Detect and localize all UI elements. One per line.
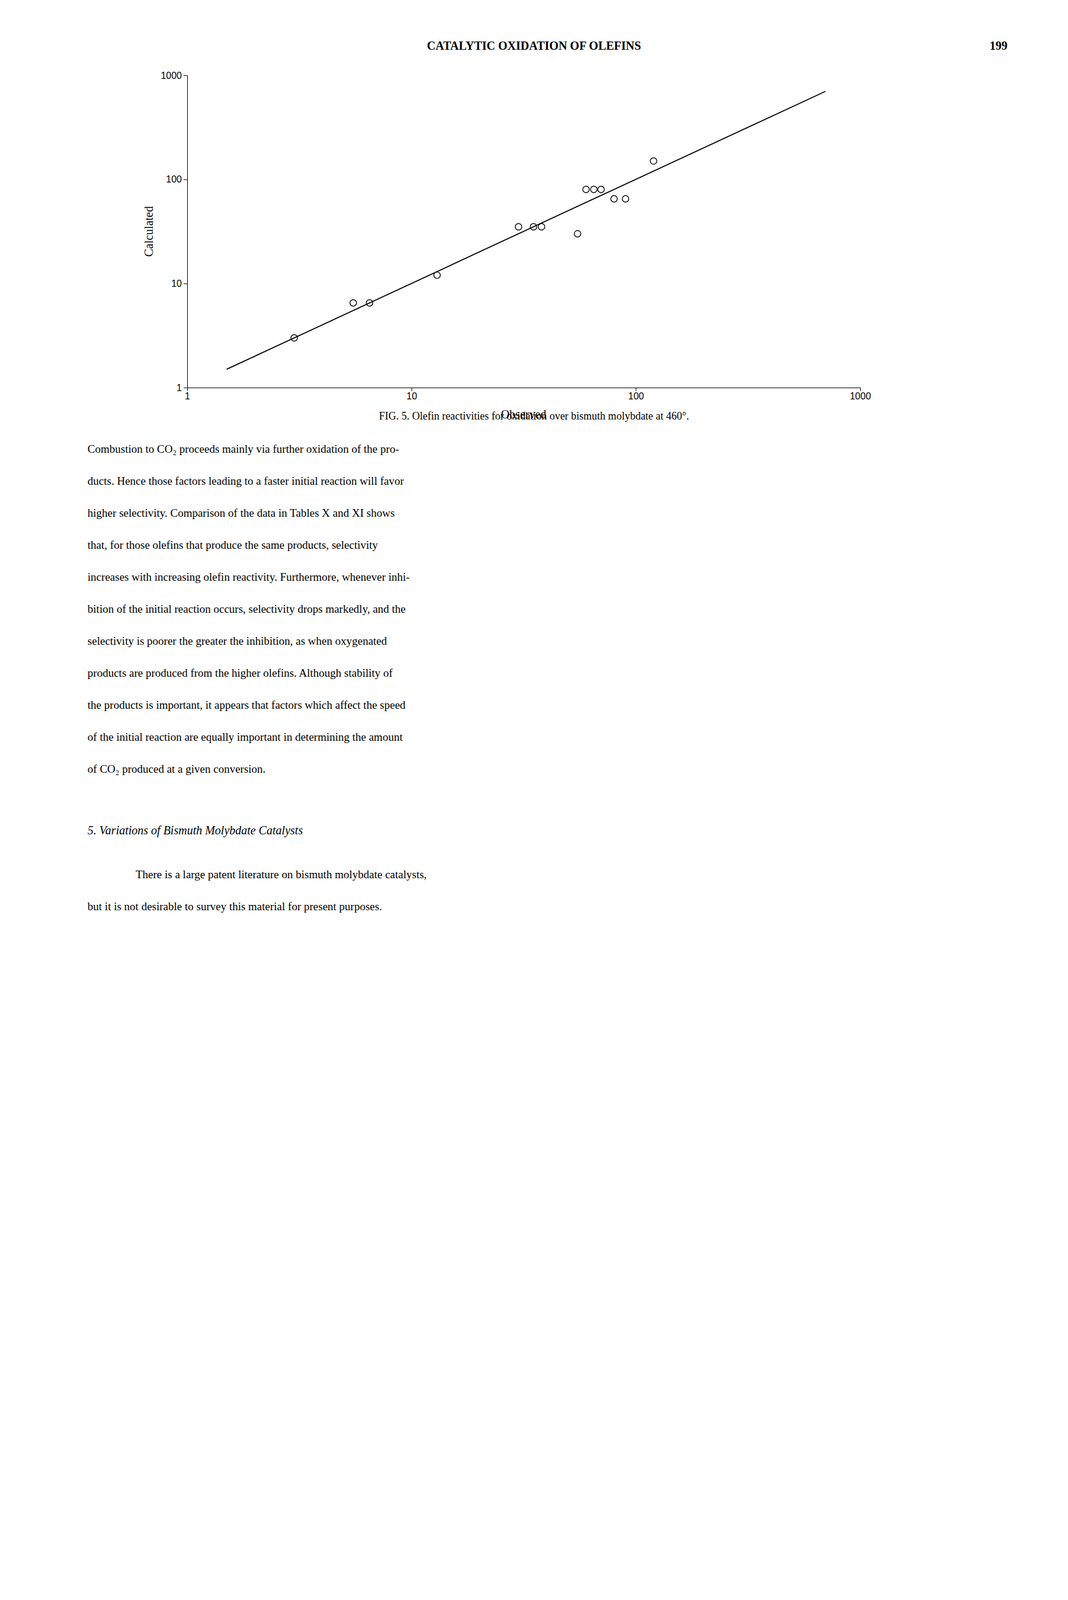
point (622, 195, 630, 202)
page: CATALYTIC OXIDATION OF OLEFINS1991101001… (0, 0, 1068, 1600)
point (610, 195, 618, 202)
body-line: Combustion to CO₂ proceeds mainly via fu… (87, 442, 400, 455)
body-line: products are produced from the higher ol… (87, 666, 394, 679)
tick: 100 (165, 174, 188, 185)
point (350, 299, 357, 307)
body-line: higher selectivity. Comparison of the da… (87, 506, 395, 519)
reference-line (226, 91, 826, 370)
header: CATALYTIC OXIDATION OF OLEFINS (427, 39, 641, 53)
point (597, 185, 605, 193)
tick: 1000 (160, 70, 188, 81)
body-line: but it is not desirable to survey this m… (87, 899, 383, 913)
tick-label: 100 (165, 174, 182, 185)
tick: 1000 (850, 387, 872, 402)
tick-label: 100 (627, 390, 644, 402)
tick-mark (635, 387, 637, 391)
section-heading: 5. Variations of Bismuth Molybdate Catal… (87, 823, 304, 837)
point (650, 157, 657, 165)
body-line: of CO₂ produced at a given conversion. (87, 762, 266, 775)
y-axis: 1 10 100 1000 (160, 70, 188, 393)
body-line: that, for those olefins that produce the… (87, 538, 379, 551)
point (574, 230, 582, 237)
body-line: of the initial reaction are equally impo… (87, 730, 404, 743)
tick: 1 (176, 382, 188, 393)
point (515, 223, 522, 230)
page-number: 199 (989, 39, 1008, 53)
tick-label: 10 (406, 390, 418, 402)
tick-label: 1 (184, 390, 191, 402)
x-axis: 1 10 100 1000 (184, 387, 871, 402)
body-line: bition of the initial reaction occurs, s… (87, 602, 406, 615)
tick: 10 (406, 387, 418, 402)
y-axis-title: Calculated (142, 206, 156, 258)
marks (226, 91, 826, 370)
body-line: the products is important, it appears th… (87, 698, 406, 711)
body-line: selectivity is poorer the greater the in… (87, 634, 388, 647)
tick: 10 (171, 278, 188, 289)
tick-mark (183, 179, 188, 181)
tick-mark (183, 283, 188, 284)
body-line: ducts. Hence those factors leading to a … (87, 474, 405, 487)
tick-label: 1000 (850, 390, 872, 402)
body-line: There is a large patent literature on bi… (135, 867, 427, 881)
tick-mark (860, 387, 861, 391)
tick: 100 (627, 387, 644, 402)
tick-mark (411, 387, 413, 391)
tick-label: 1000 (160, 70, 182, 81)
tick-mark (183, 387, 188, 388)
axis-line (187, 387, 861, 392)
point (590, 185, 598, 193)
axis-line (183, 75, 188, 388)
tick: 1 (184, 387, 191, 402)
caption: FIG. 5. Olefin reactivities for oxidatio… (379, 409, 690, 422)
plot: 1 10 100 1000 1 10 100 1000 (160, 70, 871, 402)
tick-mark (183, 75, 188, 76)
point (582, 185, 590, 193)
tick-label: 10 (171, 278, 182, 289)
tick-label: 1 (176, 382, 182, 393)
body-line: increases with increasing olefin reactiv… (87, 570, 410, 583)
